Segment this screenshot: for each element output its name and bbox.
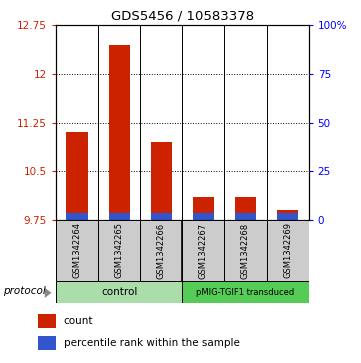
Bar <box>277 213 298 220</box>
Text: protocol: protocol <box>3 286 45 296</box>
Bar <box>193 197 214 220</box>
Bar <box>98 220 140 281</box>
Text: control: control <box>101 287 137 297</box>
Text: GSM1342267: GSM1342267 <box>199 223 208 278</box>
Bar <box>66 213 87 220</box>
Bar <box>225 220 266 281</box>
Text: GSM1342264: GSM1342264 <box>73 223 82 278</box>
Bar <box>66 132 87 220</box>
Text: GSM1342269: GSM1342269 <box>283 223 292 278</box>
Text: pMIG-TGIF1 transduced: pMIG-TGIF1 transduced <box>196 288 295 297</box>
Bar <box>38 314 56 328</box>
Bar <box>182 220 225 281</box>
Bar <box>151 142 172 220</box>
Bar <box>109 45 130 220</box>
Bar <box>182 281 309 303</box>
Bar <box>277 210 298 220</box>
Bar <box>38 336 56 350</box>
Bar <box>235 213 256 220</box>
Bar <box>151 213 172 220</box>
Text: percentile rank within the sample: percentile rank within the sample <box>64 338 240 348</box>
Text: GSM1342268: GSM1342268 <box>241 223 250 278</box>
Bar <box>235 197 256 220</box>
Bar <box>109 213 130 220</box>
Bar <box>56 281 182 303</box>
Bar <box>140 220 182 281</box>
FancyArrow shape <box>45 288 52 298</box>
Bar <box>56 220 98 281</box>
Bar <box>193 213 214 220</box>
Text: count: count <box>64 316 93 326</box>
Text: GSM1342265: GSM1342265 <box>115 223 123 278</box>
Bar <box>266 220 309 281</box>
Title: GDS5456 / 10583378: GDS5456 / 10583378 <box>111 10 254 23</box>
Text: GSM1342266: GSM1342266 <box>157 223 166 278</box>
